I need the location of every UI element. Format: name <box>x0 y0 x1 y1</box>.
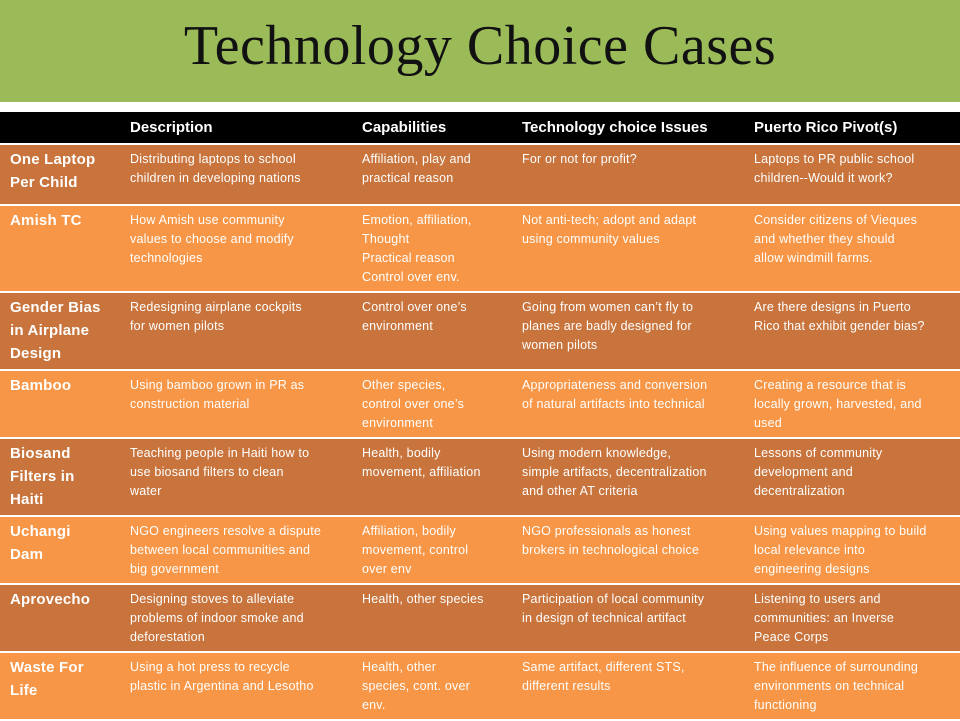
case-pivot: Creating a resource that is locally grow… <box>746 370 960 439</box>
header-case <box>0 112 122 145</box>
table-row: Amish TC How Amish use community values … <box>0 205 960 293</box>
case-name: Waste For Life <box>0 652 122 721</box>
header-capabilities: Capabilities <box>354 112 514 145</box>
table-body: One Laptop Per Child Distributing laptop… <box>0 144 960 721</box>
case-issues: NGO professionals as honest brokers in t… <box>514 516 746 585</box>
case-description: Using bamboo grown in PR as construction… <box>122 370 354 439</box>
slide-title: Technology Choice Cases <box>183 15 777 77</box>
case-issues: Participation of local community in desi… <box>514 584 746 653</box>
case-issues: Going from women can’t fly to planes are… <box>514 292 746 371</box>
case-name: One Laptop Per Child <box>0 144 122 206</box>
case-pivot: Are there designs in Puerto Rico that ex… <box>746 292 960 371</box>
table-header: Description Capabilities Technology choi… <box>0 112 960 145</box>
case-issues: Not anti-tech; adopt and adapt using com… <box>514 205 746 293</box>
case-pivot: Consider citizens of Vieques and whether… <box>746 205 960 293</box>
table-row: Aprovecho Designing stoves to alleviate … <box>0 584 960 653</box>
case-issues: Same artifact, different STS, different … <box>514 652 746 721</box>
header-issues: Technology choice Issues <box>514 112 746 145</box>
case-capabilities: Health, other species, cont. over env. <box>354 652 514 721</box>
header-description: Description <box>122 112 354 145</box>
case-description: Designing stoves to alleviate problems o… <box>122 584 354 653</box>
case-capabilities: Affiliation, play and practical reason <box>354 144 514 206</box>
case-capabilities: Other species, control over one’s enviro… <box>354 370 514 439</box>
table-row: Waste For Life Using a hot press to recy… <box>0 652 960 721</box>
case-issues: For or not for profit? <box>514 144 746 206</box>
table-row: Uchangi Dam NGO engineers resolve a disp… <box>0 516 960 585</box>
case-pivot: The influence of surrounding environment… <box>746 652 960 721</box>
case-name: Amish TC <box>0 205 122 293</box>
case-description: Redesigning airplane cockpits for women … <box>122 292 354 371</box>
header-row: Description Capabilities Technology choi… <box>0 112 960 145</box>
case-name: Biosand Filters in Haiti <box>0 438 122 517</box>
case-capabilities: Control over one’s environment <box>354 292 514 371</box>
case-name: Bamboo <box>0 370 122 439</box>
case-description: NGO engineers resolve a dispute between … <box>122 516 354 585</box>
title-banner <box>0 0 960 102</box>
case-issues: Appropriateness and conversion of natura… <box>514 370 746 439</box>
case-description: Using a hot press to recycle plastic in … <box>122 652 354 721</box>
case-description: Distributing laptops to school children … <box>122 144 354 206</box>
case-issues: Using modern knowledge, simple artifacts… <box>514 438 746 517</box>
cases-table: Description Capabilities Technology choi… <box>0 112 960 721</box>
case-capabilities: Affiliation, bodily movement, control ov… <box>354 516 514 585</box>
table-row: Biosand Filters in Haiti Teaching people… <box>0 438 960 517</box>
case-pivot: Using values mapping to build local rele… <box>746 516 960 585</box>
divider <box>0 102 960 112</box>
case-capabilities: Health, bodily movement, affiliation <box>354 438 514 517</box>
table-row: One Laptop Per Child Distributing laptop… <box>0 144 960 206</box>
case-pivot: Lessons of community development and dec… <box>746 438 960 517</box>
table-row: Gender Bias in Airplane Design Redesigni… <box>0 292 960 371</box>
case-description: Teaching people in Haiti how to use bios… <box>122 438 354 517</box>
case-capabilities: Emotion, affiliation, Thought Practical … <box>354 205 514 293</box>
case-name: Gender Bias in Airplane Design <box>0 292 122 371</box>
case-description: How Amish use community values to choose… <box>122 205 354 293</box>
case-pivot: Laptops to PR public school children--Wo… <box>746 144 960 206</box>
case-pivot: Listening to users and communities: an I… <box>746 584 960 653</box>
case-name: Aprovecho <box>0 584 122 653</box>
table-row: Bamboo Using bamboo grown in PR as const… <box>0 370 960 439</box>
case-name: Uchangi Dam <box>0 516 122 585</box>
case-capabilities: Health, other species <box>354 584 514 653</box>
header-pivot: Puerto Rico Pivot(s) <box>746 112 960 145</box>
